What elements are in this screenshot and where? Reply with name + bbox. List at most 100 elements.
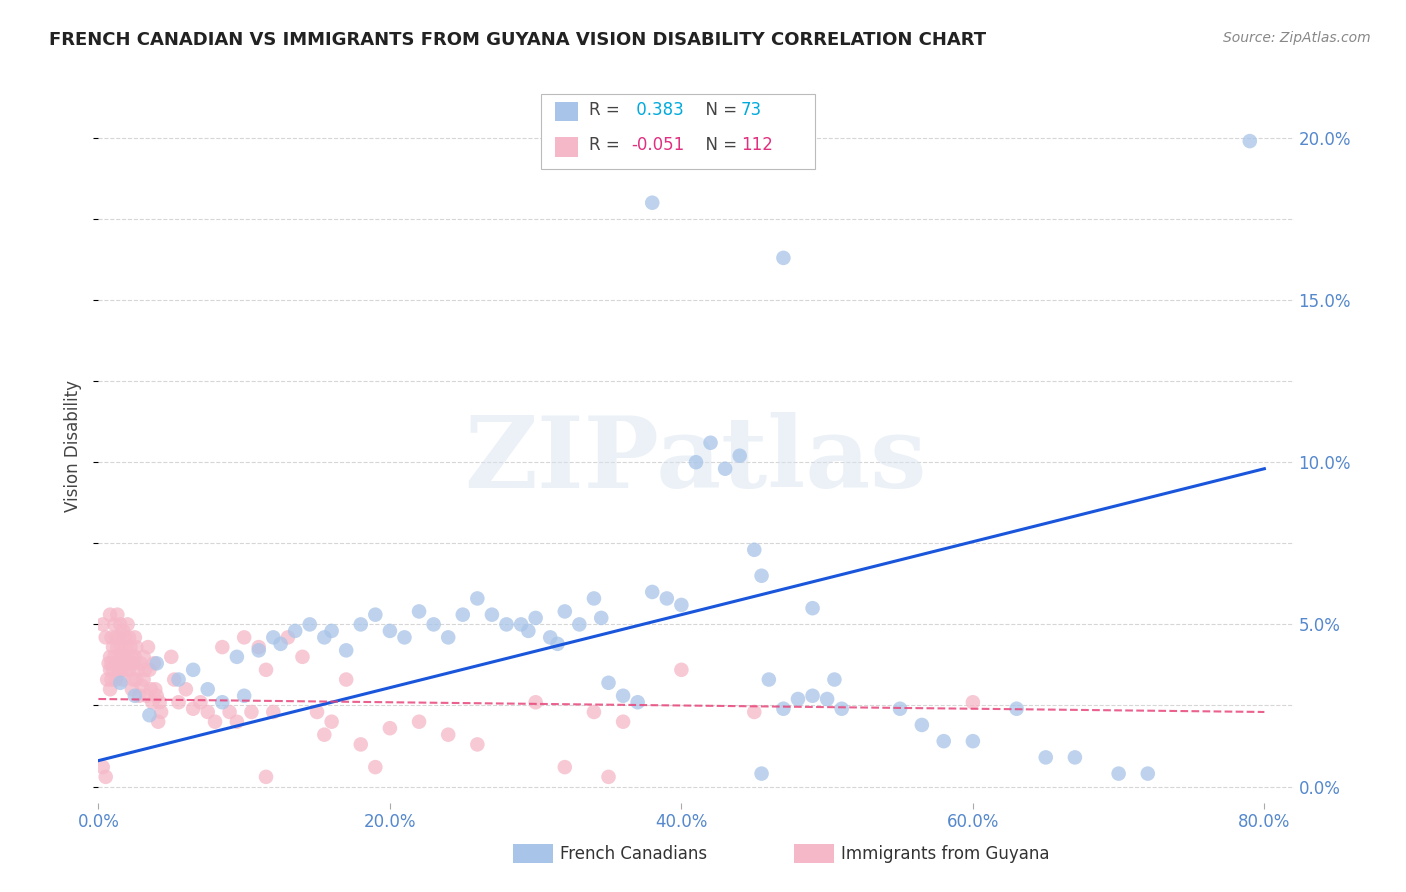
Point	[98, 607, 121, 622]
Point	[270, 637, 292, 651]
Point	[100, 657, 122, 671]
Point	[247, 640, 270, 654]
Point	[321, 624, 343, 638]
Point	[378, 624, 401, 638]
Point	[197, 705, 219, 719]
Point	[671, 663, 693, 677]
Point	[197, 682, 219, 697]
Point	[115, 663, 138, 677]
Point	[699, 435, 721, 450]
Point	[772, 251, 794, 265]
Point	[787, 692, 810, 706]
Point	[112, 649, 135, 664]
Point	[612, 689, 634, 703]
Point	[103, 649, 125, 664]
Point	[149, 695, 172, 709]
Point	[247, 643, 270, 657]
Point	[174, 682, 197, 697]
Point	[240, 705, 263, 719]
Point	[112, 673, 135, 687]
Point	[111, 663, 134, 677]
Point	[728, 449, 751, 463]
Point	[112, 624, 135, 638]
Point	[211, 640, 233, 654]
Point	[139, 682, 162, 697]
Point	[117, 617, 139, 632]
Point	[262, 631, 284, 645]
Point	[314, 728, 336, 742]
Point	[111, 640, 134, 654]
Point	[124, 689, 146, 703]
Point	[495, 617, 517, 632]
Point	[1035, 750, 1057, 764]
Point	[685, 455, 707, 469]
Text: R =: R =	[589, 136, 626, 154]
Point	[132, 673, 155, 687]
Point	[124, 631, 146, 645]
Point	[350, 617, 373, 632]
Point	[127, 663, 149, 677]
Point	[125, 640, 148, 654]
Point	[277, 631, 299, 645]
Point	[211, 695, 233, 709]
Point	[98, 663, 121, 677]
Point	[582, 705, 605, 719]
Point	[314, 631, 336, 645]
Point	[510, 617, 533, 632]
Point	[467, 738, 489, 752]
Text: French Canadians: French Canadians	[560, 845, 707, 863]
Point	[108, 631, 131, 645]
Point	[524, 611, 547, 625]
Point	[120, 657, 142, 671]
Point	[167, 695, 190, 709]
Point	[538, 631, 561, 645]
Point	[98, 649, 121, 664]
Point	[101, 663, 124, 677]
Point	[132, 649, 155, 664]
Point	[437, 631, 460, 645]
Point	[104, 657, 127, 671]
Point	[135, 689, 157, 703]
Point	[321, 714, 343, 729]
Point	[962, 695, 984, 709]
Point	[962, 734, 984, 748]
Point	[160, 649, 183, 664]
Point	[225, 714, 247, 729]
Point	[104, 673, 127, 687]
Point	[105, 640, 128, 654]
Point	[582, 591, 605, 606]
Point	[911, 718, 934, 732]
Point	[225, 649, 247, 664]
Point	[141, 695, 163, 709]
Point	[94, 770, 117, 784]
Point	[104, 631, 127, 645]
Point	[408, 604, 430, 618]
Point	[131, 679, 153, 693]
Point	[110, 617, 132, 632]
Point	[284, 624, 307, 638]
Point	[758, 673, 780, 687]
Y-axis label: Vision Disability: Vision Disability	[65, 380, 83, 512]
Point	[671, 598, 693, 612]
Point	[148, 714, 170, 729]
Point	[889, 702, 911, 716]
Text: 112: 112	[741, 136, 773, 154]
Point	[742, 705, 765, 719]
Point	[114, 631, 136, 645]
Point	[554, 604, 576, 618]
Text: 0.383: 0.383	[631, 101, 685, 119]
Text: -0.051: -0.051	[631, 136, 685, 154]
Point	[554, 760, 576, 774]
Point	[298, 617, 321, 632]
Point	[547, 637, 569, 651]
Point	[467, 591, 489, 606]
Point	[122, 657, 145, 671]
Point	[1064, 750, 1087, 764]
Point	[138, 708, 160, 723]
Point	[742, 542, 765, 557]
Point	[481, 607, 503, 622]
Point	[128, 689, 150, 703]
Point	[125, 673, 148, 687]
Point	[655, 591, 678, 606]
Point	[150, 705, 173, 719]
